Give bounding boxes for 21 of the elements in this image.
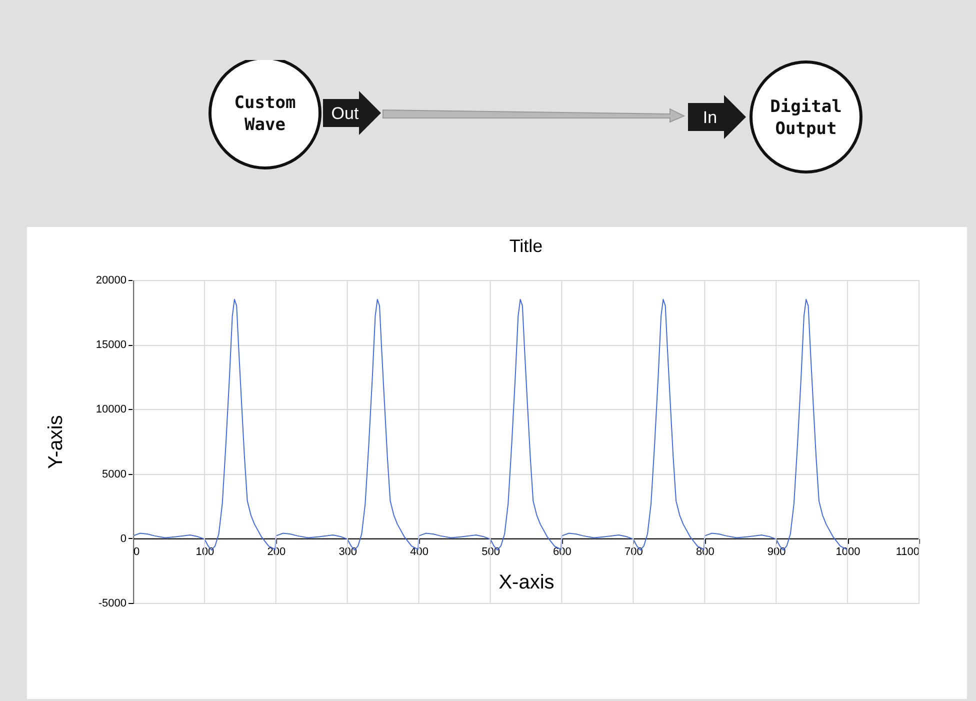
y-axis-title: Y-axis — [44, 415, 67, 469]
input-port: In — [688, 95, 746, 139]
x-tick-label: 0 — [134, 546, 140, 558]
y-tick-label: 0 — [120, 532, 126, 545]
target-node: Digital Output — [750, 60, 862, 174]
source-node: Custom Wave — [208, 60, 322, 170]
y-tick-label: 20000 — [96, 274, 126, 286]
x-axis-title: X-axis — [498, 571, 554, 594]
y-tick-label: 15000 — [96, 339, 126, 352]
x-tick-label: 300 — [338, 546, 358, 558]
y-tick-label: 10000 — [96, 404, 126, 416]
x-tick-label: 900 — [767, 546, 786, 558]
x-tick-label: 1100 — [896, 546, 920, 558]
x-tick-label: 500 — [482, 546, 500, 558]
x-tick-label: 100 — [196, 546, 214, 558]
x-tick-label: 700 — [624, 546, 643, 558]
x-tick-label: 1000 — [836, 546, 860, 558]
output-port: Out — [323, 91, 381, 135]
chart-title: Title — [509, 236, 543, 256]
y-tick-label: 5000 — [102, 468, 126, 480]
y-tick-label: -5000 — [98, 598, 126, 610]
